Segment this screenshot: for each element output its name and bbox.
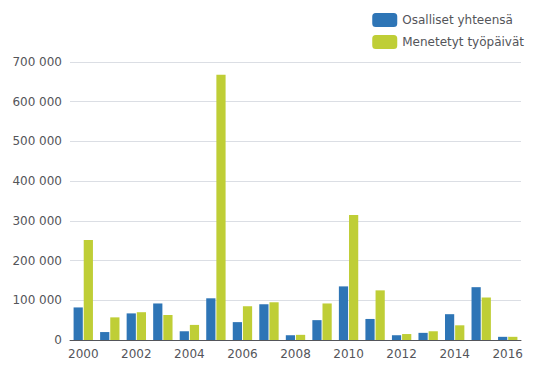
svg-text:2000: 2000	[68, 347, 99, 361]
svg-text:0: 0	[54, 333, 62, 347]
svg-text:100 000: 100 000	[12, 293, 62, 307]
svg-text:300 000: 300 000	[12, 214, 62, 228]
svg-text:400 000: 400 000	[12, 174, 62, 188]
svg-text:2010: 2010	[333, 347, 364, 361]
svg-text:2012: 2012	[386, 347, 417, 361]
svg-text:200 000: 200 000	[12, 254, 62, 268]
svg-text:2002: 2002	[121, 347, 152, 361]
svg-text:2006: 2006	[227, 347, 258, 361]
svg-text:Osalliset yhteensä: Osalliset yhteensä	[402, 13, 513, 27]
svg-text:500 000: 500 000	[12, 134, 62, 148]
svg-text:2016: 2016	[492, 347, 523, 361]
svg-text:2008: 2008	[280, 347, 311, 361]
svg-text:700 000: 700 000	[12, 55, 62, 69]
svg-text:600 000: 600 000	[12, 95, 62, 109]
svg-text:2014: 2014	[439, 347, 470, 361]
svg-text:2004: 2004	[174, 347, 205, 361]
svg-text:Menetetyt työpäivät: Menetetyt työpäivät	[402, 35, 524, 49]
